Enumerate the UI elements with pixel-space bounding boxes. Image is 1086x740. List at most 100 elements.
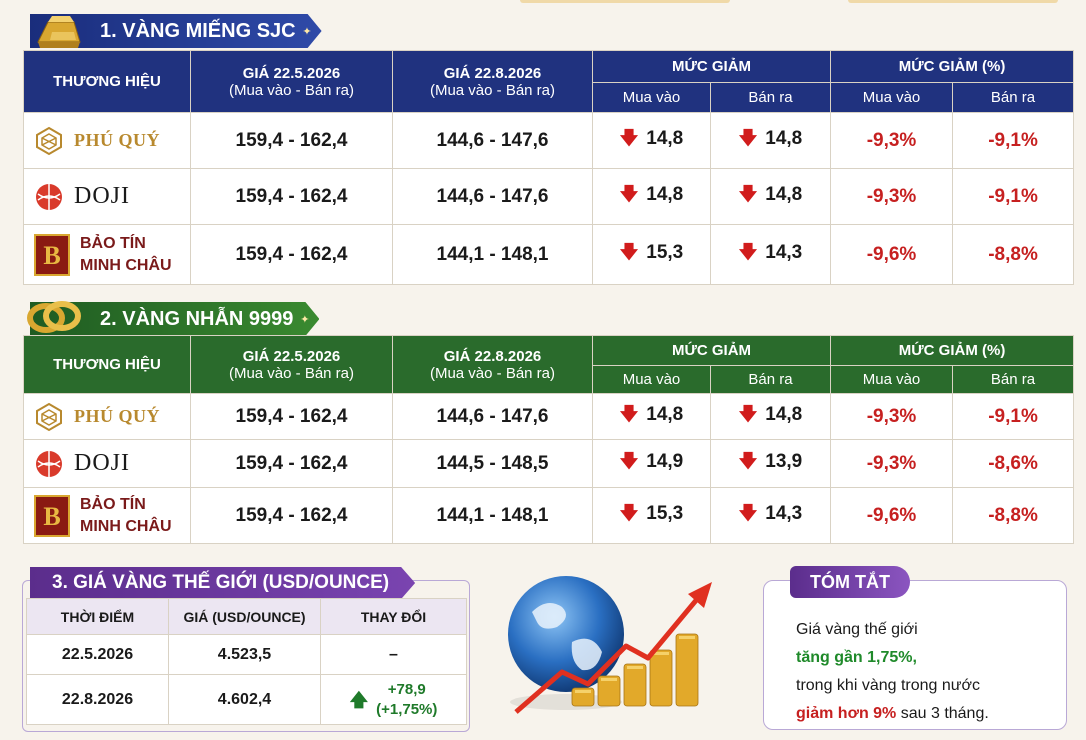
- pct-buy: -9,6%: [830, 224, 954, 285]
- table-row: PHÚ QUÝ 159,4 - 162,4 144,6 - 147,6 🡇 14,…: [23, 112, 1075, 169]
- sparkle-icon: ✦: [302, 25, 312, 38]
- brand-cell: B BẢO TÍN MINH CHÂU: [23, 487, 191, 544]
- gold-bar-icon: [37, 16, 81, 48]
- header-drop: MỨC GIẢM: [591, 50, 832, 83]
- drop-buy: 🡇 15,3: [592, 224, 711, 285]
- brand-name: BẢO TÍN MINH CHÂU: [80, 495, 172, 535]
- pct-buy: -9,3%: [830, 168, 954, 225]
- brand-cell: DOJI: [23, 439, 191, 488]
- header-price-1: GIÁ 22.5.2026 (Mua vào - Bán ra): [190, 335, 393, 394]
- price-old: 159,4 - 162,4: [190, 439, 393, 488]
- drop-buy: 🡇 14,9: [592, 439, 711, 488]
- brand-name: DOJI: [74, 450, 130, 476]
- pct-sell: -9,1%: [952, 112, 1075, 169]
- summary-text: Giá vàng thế giới tăng gần 1,75%, trong …: [796, 616, 1056, 728]
- drop-sell: 🡇 13,9: [709, 439, 832, 488]
- brand-name: BẢO TÍN MINH CHÂU: [80, 234, 172, 274]
- header-price-2: GIÁ 22.8.2026 (Mua vào - Bán ra): [392, 50, 593, 113]
- sjc-price-table: THƯƠNG HIỆU GIÁ 22.5.2026 (Mua vào - Bán …: [23, 50, 1075, 285]
- world-date: 22.5.2026: [26, 634, 169, 675]
- header-price-1: GIÁ 22.5.2026 (Mua vào - Bán ra): [190, 50, 393, 113]
- summary-box: [763, 580, 1067, 730]
- pct-buy: -9,3%: [830, 112, 954, 169]
- drop-sell: 🡇 14,3: [709, 487, 832, 544]
- price-old: 159,4 - 162,4: [190, 393, 393, 440]
- header-buy: Mua vào: [592, 82, 711, 113]
- drop-buy: 🡇 14,8: [592, 168, 711, 225]
- btmc-logo-icon: B: [34, 233, 70, 276]
- top-decor: [848, 0, 1058, 3]
- summary-line: tăng gần 1,75%,: [796, 649, 917, 666]
- table-row: B BẢO TÍN MINH CHÂU 159,4 - 162,4 144,1 -…: [23, 224, 1075, 285]
- pct-buy: -9,3%: [830, 439, 954, 488]
- arrow-down-icon: 🡇: [619, 403, 639, 424]
- drop-sell: 🡇 14,8: [709, 112, 832, 169]
- summary-line: Giá vàng thế giới: [796, 621, 918, 638]
- table-row: 22.8.2026 4.602,4 🡅 +78,9 (+1,75%): [26, 674, 467, 725]
- arrow-down-icon: 🡇: [738, 127, 758, 148]
- table-row: DOJI 159,4 - 162,4 144,6 - 147,6 🡇 14,8 🡇…: [23, 168, 1075, 225]
- drop-buy: 🡇 14,8: [592, 393, 711, 440]
- world-date: 22.8.2026: [26, 674, 169, 725]
- pct-sell: -8,8%: [952, 487, 1075, 544]
- doji-logo-icon: [36, 450, 62, 477]
- pct-sell: -9,1%: [952, 168, 1075, 225]
- world-price: 4.523,5: [168, 634, 321, 675]
- brand-name: PHÚ QUÝ: [74, 406, 160, 426]
- phu-quy-logo-icon: [36, 126, 62, 155]
- section-world-title: 3. GIÁ VÀNG THẾ GIỚI (USD/OUNCE): [52, 572, 390, 593]
- arrow-up-icon: 🡅: [349, 689, 369, 710]
- table-row: 22.5.2026 4.523,5 –: [26, 634, 467, 675]
- table-row: DOJI 159,4 - 162,4 144,5 - 148,5 🡇 14,9 🡇…: [23, 439, 1075, 488]
- arrow-down-icon: 🡇: [738, 241, 758, 262]
- header-sell: Bán ra: [952, 365, 1075, 394]
- world-price: 4.602,4: [168, 674, 321, 725]
- arrow-down-icon: 🡇: [619, 241, 639, 262]
- pct-sell: -9,1%: [952, 393, 1075, 440]
- btmc-logo-icon: B: [34, 494, 70, 537]
- drop-sell: 🡇 14,8: [709, 393, 832, 440]
- section-nhan-title: 2. VÀNG NHẪN 9999: [100, 307, 294, 330]
- summary-line: trong khi vàng trong nước: [796, 677, 980, 694]
- drop-buy: 🡇 14,8: [592, 112, 711, 169]
- arrow-down-icon: 🡇: [619, 450, 639, 471]
- world-price-table: THỜI ĐIỂM GIÁ (USD/OUNCE) THAY ĐỔI 22.5.…: [26, 598, 467, 725]
- price-new: 144,6 - 147,6: [392, 393, 593, 440]
- header-buy: Mua vào: [592, 365, 711, 394]
- header-buy: Mua vào: [830, 82, 954, 113]
- price-old: 159,4 - 162,4: [190, 224, 393, 285]
- pct-sell: -8,6%: [952, 439, 1075, 488]
- arrow-down-icon: 🡇: [619, 127, 639, 148]
- table-row: PHÚ QUÝ 159,4 - 162,4 144,6 - 147,6 🡇 14,…: [23, 393, 1075, 440]
- world-change: –: [320, 634, 467, 675]
- price-new: 144,1 - 148,1: [392, 487, 593, 544]
- section-sjc-title: 1. VÀNG MIẾNG SJC: [100, 19, 296, 42]
- brand-name: DOJI: [74, 183, 130, 209]
- header-sell: Bán ra: [709, 82, 832, 113]
- price-new: 144,6 - 147,6: [392, 112, 593, 169]
- pct-buy: -9,3%: [830, 393, 954, 440]
- header-brand: THƯƠNG HIỆU: [23, 50, 191, 113]
- top-decor: [520, 0, 730, 3]
- summary-line: giảm hơn 9% sau 3 tháng.: [796, 705, 989, 722]
- drop-buy: 🡇 15,3: [592, 487, 711, 544]
- globe-gold-illustration: [508, 576, 712, 714]
- arrow-down-icon: 🡇: [738, 183, 758, 204]
- price-old: 159,4 - 162,4: [190, 487, 393, 544]
- sparkle-icon: ✦: [300, 313, 310, 326]
- brand-cell: B BẢO TÍN MINH CHÂU: [23, 224, 191, 285]
- price-old: 159,4 - 162,4: [190, 112, 393, 169]
- col-change: THAY ĐỔI: [320, 598, 467, 635]
- price-new: 144,5 - 148,5: [392, 439, 593, 488]
- section-nhan-banner: 2. VÀNG NHẪN 9999 ✦: [30, 302, 319, 336]
- world-change: 🡅 +78,9 (+1,75%): [320, 674, 467, 725]
- header-drop-pct: MỨC GIẢM (%): [830, 335, 1075, 366]
- svg-text:B: B: [43, 502, 60, 531]
- header-brand: THƯƠNG HIỆU: [23, 335, 191, 394]
- drop-sell: 🡇 14,8: [709, 168, 832, 225]
- gold-rings-icon: [27, 301, 81, 333]
- col-time: THỜI ĐIỂM: [26, 598, 169, 635]
- drop-sell: 🡇 14,3: [709, 224, 832, 285]
- header-drop: MỨC GIẢM: [591, 335, 832, 366]
- arrow-down-icon: 🡇: [619, 183, 639, 204]
